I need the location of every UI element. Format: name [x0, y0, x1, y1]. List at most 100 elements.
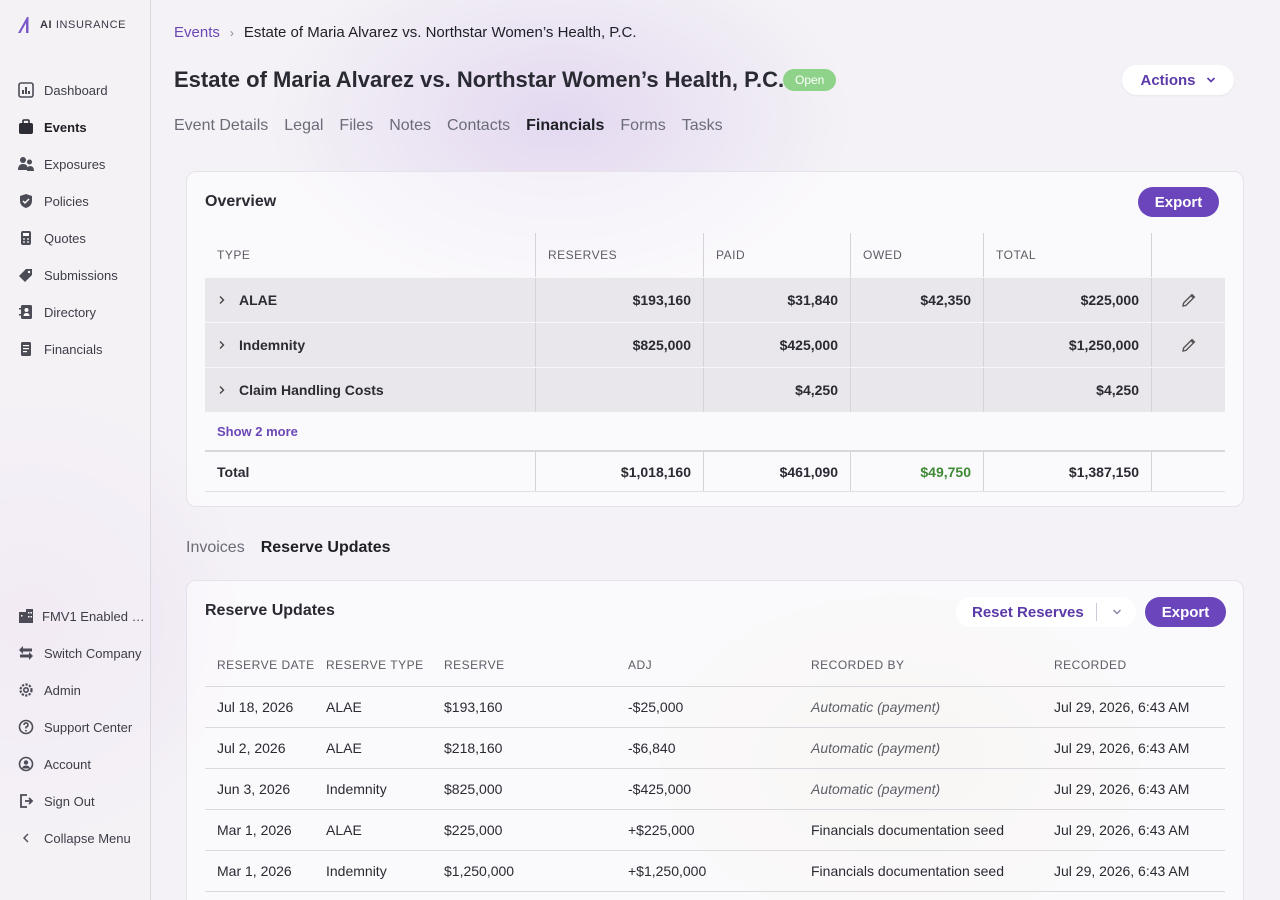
show-more-link[interactable]: Show 2 more [217, 423, 298, 439]
column-header-total[interactable]: TOTAL [984, 233, 1152, 277]
sidebar-item-support-center[interactable]: Support Center [18, 719, 132, 735]
sidebar-item-account[interactable]: Account [18, 756, 91, 772]
sidebar-item-sign-out[interactable]: Sign Out [18, 793, 95, 809]
table-row[interactable]: Mar 1, 2026 ALAE $225,000 +$225,000 Fina… [205, 810, 1225, 851]
reserve-export-button[interactable]: Export [1145, 597, 1226, 627]
sidebar-item-dashboard[interactable]: Dashboard [18, 82, 108, 98]
reserve-updates-card: Reserve Updates Reset Reserves Export RE… [186, 580, 1244, 900]
column-header-owed[interactable]: OWED [851, 233, 984, 277]
cell-type: ALAE [326, 822, 362, 838]
chevron-right-icon[interactable] [217, 385, 227, 395]
table-row[interactable]: ALAE $193,160 $31,840 $42,350 $225,000 [205, 277, 1225, 322]
sign-out-icon [20, 794, 34, 808]
column-header-adj[interactable]: ADJ [628, 657, 653, 672]
row-reserves [536, 368, 704, 412]
tab-notes[interactable]: Notes [389, 117, 431, 134]
tab-financials[interactable]: Financials [526, 117, 605, 134]
column-header-recorded-by[interactable]: RECORDED BY [811, 657, 905, 672]
cell-date: Jul 18, 2026 [217, 699, 294, 715]
column-header-reserve-type[interactable]: RESERVE TYPE [326, 657, 424, 672]
sidebar-item-collapse-menu[interactable]: Collapse Menu [18, 830, 131, 846]
actions-button[interactable]: Actions [1122, 65, 1234, 95]
breadcrumb-link-events[interactable]: Events [174, 24, 220, 41]
sidebar-item-label: Sign Out [44, 793, 95, 809]
reset-reserves-button[interactable]: Reset Reserves [972, 603, 1084, 621]
reserve-updates-table: RESERVE DATE RESERVE TYPE RESERVE ADJ RE… [205, 643, 1225, 892]
pencil-icon[interactable] [1181, 337, 1197, 353]
sidebar-item-label: Financials [44, 341, 103, 357]
column-header-reserve[interactable]: RESERVE [444, 657, 505, 672]
tab-invoices[interactable]: Invoices [186, 539, 245, 556]
row-owed [851, 368, 984, 412]
column-header-type[interactable]: TYPE [205, 233, 536, 277]
status-badge: Open [783, 69, 837, 91]
column-header-paid[interactable]: PAID [704, 233, 851, 277]
reset-reserves-split-button: Reset Reserves [956, 597, 1136, 627]
row-edit [1152, 278, 1225, 322]
cell-date: Mar 1, 2026 [217, 863, 292, 879]
chevron-right-icon[interactable] [217, 340, 227, 350]
chevron-right-icon: › [229, 25, 234, 40]
cell-type: ALAE [326, 740, 362, 756]
cell-date: Jul 2, 2026 [217, 740, 286, 756]
total-reserves: $1,018,160 [536, 452, 704, 491]
tab-files[interactable]: Files [339, 117, 374, 134]
column-header-reserves[interactable]: RESERVES [536, 233, 704, 277]
tab-event-details[interactable]: Event Details [174, 117, 269, 134]
sidebar-item-quotes[interactable]: Quotes [18, 230, 86, 246]
table-header: TYPE RESERVES PAID OWED TOTAL [205, 233, 1225, 277]
table-row[interactable]: Mar 1, 2026 Indemnity $1,250,000 +$1,250… [205, 851, 1225, 892]
breadcrumb: Events › Estate of Maria Alvarez vs. Nor… [174, 24, 637, 41]
sidebar-item-directory[interactable]: Directory [18, 304, 96, 320]
row-paid: $425,000 [704, 323, 851, 367]
column-header-reserve-date[interactable]: RESERVE DATE [217, 657, 315, 672]
overview-card: Overview Export TYPE RESERVES PAID OWED … [186, 171, 1244, 507]
sidebar-item-events[interactable]: Events [18, 119, 87, 135]
table-row[interactable]: Jul 2, 2026 ALAE $218,160 -$6,840 Automa… [205, 728, 1225, 769]
table-row[interactable]: Jul 18, 2026 ALAE $193,160 -$25,000 Auto… [205, 687, 1225, 728]
calculator-icon [21, 231, 31, 245]
cell-adj: -$6,840 [628, 740, 676, 756]
cell-reserve: $825,000 [444, 781, 503, 797]
page-title: Estate of Maria Alvarez vs. Northstar Wo… [174, 67, 785, 92]
app-logo[interactable]: AI INSURANCE [16, 15, 126, 35]
sidebar-item-financials[interactable]: Financials [18, 341, 103, 357]
tab-legal[interactable]: Legal [284, 117, 324, 134]
column-header-edit [1152, 233, 1225, 277]
total-label: Total [205, 452, 536, 491]
sidebar-item-company[interactable]: FMV1 Enabled … [18, 608, 145, 624]
cell-recorded-by: Automatic (payment) [811, 699, 941, 715]
sidebar-item-policies[interactable]: Policies [18, 193, 89, 209]
reset-reserves-dropdown[interactable] [1097, 607, 1136, 617]
tab-contacts[interactable]: Contacts [447, 117, 511, 134]
pencil-icon[interactable] [1181, 292, 1197, 308]
reserve-updates-title: Reserve Updates [205, 602, 335, 619]
row-edit [1152, 323, 1225, 367]
row-edit [1152, 368, 1225, 412]
row-total: $1,250,000 [984, 323, 1152, 367]
chevron-right-icon[interactable] [217, 295, 227, 305]
sidebar-item-submissions[interactable]: Submissions [18, 267, 118, 283]
sidebar-item-switch-company[interactable]: Switch Company [18, 645, 142, 661]
chevron-down-icon [1206, 77, 1215, 83]
table-row[interactable]: Indemnity $825,000 $425,000 $1,250,000 [205, 322, 1225, 367]
logo-icon [18, 17, 29, 33]
overview-export-button[interactable]: Export [1138, 187, 1219, 217]
event-tabs: Event Details Legal Files Notes Contacts… [174, 117, 723, 135]
table-row[interactable]: Jun 3, 2026 Indemnity $825,000 -$425,000… [205, 769, 1225, 810]
cell-reserve: $218,160 [444, 740, 503, 756]
table-row[interactable]: Claim Handling Costs $4,250 $4,250 [205, 367, 1225, 412]
cell-reserve: $1,250,000 [444, 863, 515, 879]
column-header-recorded[interactable]: RECORDED [1054, 657, 1127, 672]
cell-recorded: Jul 29, 2026, 6:43 AM [1054, 781, 1190, 797]
swap-arrows-icon [19, 646, 33, 660]
cell-recorded: Jul 29, 2026, 6:43 AM [1054, 740, 1190, 756]
row-type: Claim Handling Costs [205, 368, 536, 412]
tab-reserve-updates[interactable]: Reserve Updates [260, 539, 391, 556]
sidebar-item-admin[interactable]: Admin [18, 682, 81, 698]
cell-type: Indemnity [326, 863, 387, 879]
sidebar-item-exposures[interactable]: Exposures [18, 156, 105, 172]
tab-tasks[interactable]: Tasks [681, 117, 723, 134]
tab-forms[interactable]: Forms [620, 117, 666, 134]
cell-date: Mar 1, 2026 [217, 822, 292, 838]
